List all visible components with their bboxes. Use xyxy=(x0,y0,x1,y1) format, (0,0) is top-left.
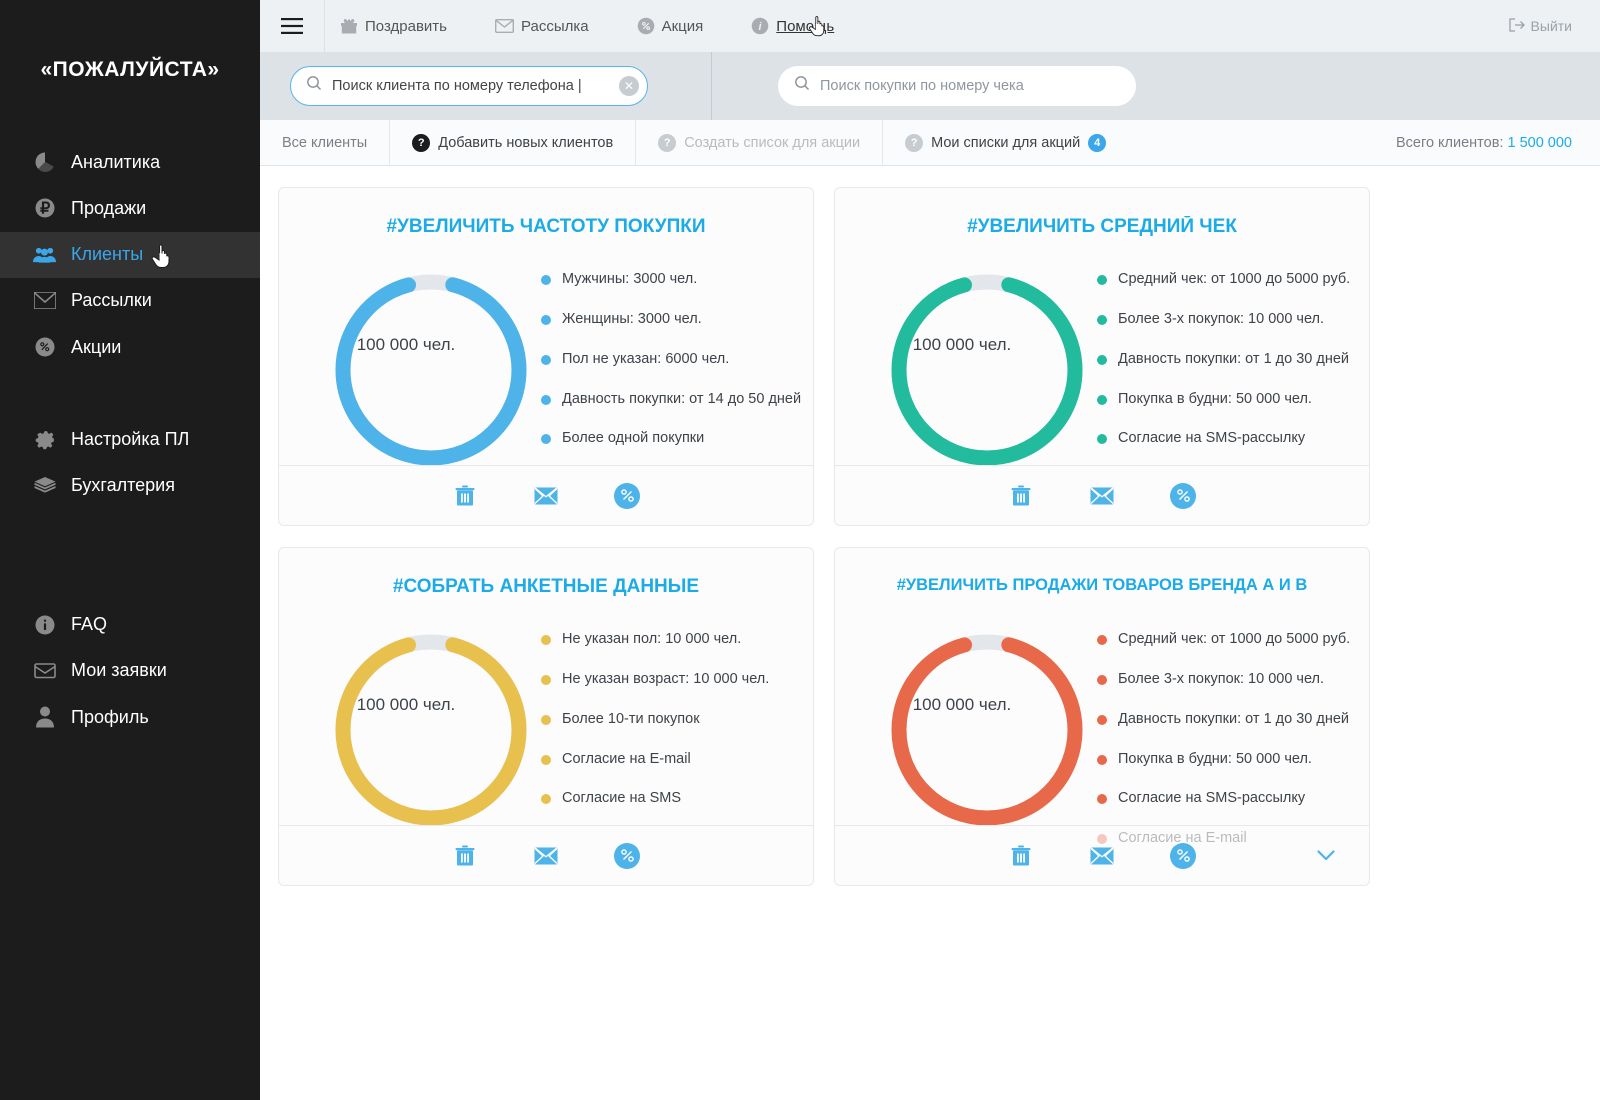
svg-text:₽: ₽ xyxy=(40,201,50,218)
